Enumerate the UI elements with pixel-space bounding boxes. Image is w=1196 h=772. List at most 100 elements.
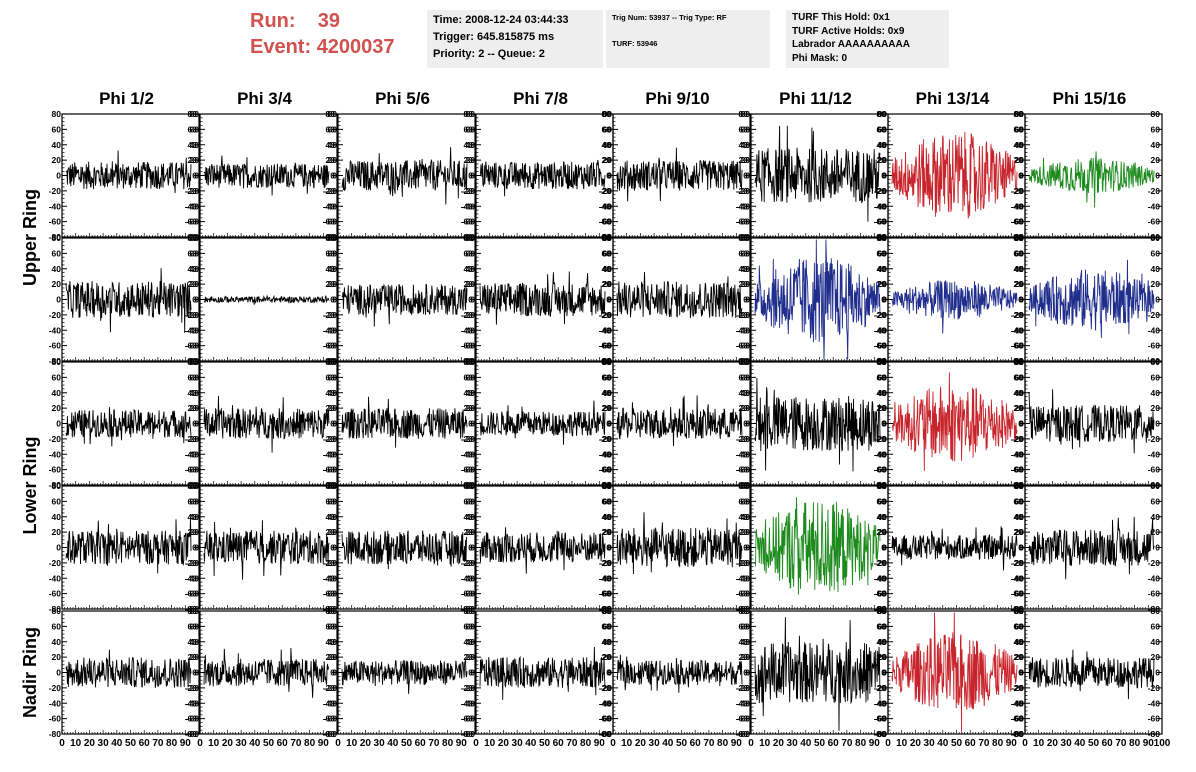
ytick-label-right: -60 [599,217,612,227]
ytick-label-left: 40 [1015,388,1025,398]
ytick-label-left: -20 [738,186,751,196]
ytick-label-right: 20 [1014,403,1024,413]
xtick-label: 70 [566,738,578,749]
ytick-label-left: 20 [878,527,888,537]
ytick-label-left: -20 [738,310,751,320]
ytick-label-left: -80 [600,729,613,739]
ytick-label-right: -40 [599,325,612,335]
waveform-r1-c8 [1028,151,1155,208]
time-info-panel: Time: 2008-12-24 03:44:33 Trigger: 645.8… [427,10,603,68]
xtick-label: 60 [139,738,151,749]
ytick-label-left: 80 [741,481,751,491]
ytick-label-right: 0 [468,668,473,678]
ytick-label-right: 40 [1014,388,1024,398]
ytick-label-right: -40 [185,449,198,459]
xtick-label: 50 [1088,738,1100,749]
column-title-8: Phi 15/16 [1053,89,1127,108]
xtick-label: 90 [731,738,743,749]
ytick-label-right: 80 [464,109,474,119]
ytick-label-left: 20 [52,279,62,289]
ytick-label-left: 80 [328,606,338,616]
panel-frame-r1-c1 [61,113,200,238]
ytick-label-left: 20 [603,403,613,413]
ytick-label-left: 0 [56,668,61,678]
phi-mask-text: Phi Mask: 0 [792,52,848,64]
ytick-label-right: 40 [602,637,612,647]
ytick-label-left: 80 [52,109,62,119]
waveform-r1-c6 [754,125,881,222]
ytick-label-left: -80 [1012,232,1025,242]
ytick-label-right: 40 [326,637,336,647]
ytick-label-right: -60 [461,589,474,599]
ytick-label-left: -80 [187,480,200,490]
ytick-label-left: 60 [603,621,613,631]
xtick-label: 70 [152,738,164,749]
ytick-label-right: -20 [874,558,887,568]
ytick-label-right: 40 [602,140,612,150]
ytick-label-left: 40 [328,512,338,522]
ytick-label-right: 60 [1014,621,1024,631]
ytick-label-right: -60 [461,341,474,351]
xtick-label: 10 [896,738,908,749]
ytick-label-left: -20 [738,683,751,693]
ytick-label-right: 40 [188,512,198,522]
ytick-label-left: -80 [600,356,613,366]
ytick-label-left: 0 [470,295,475,305]
ytick-label-right: -60 [1011,341,1024,351]
ytick-label-left: -40 [325,573,338,583]
ytick-label-right: 40 [326,512,336,522]
xtick-label: 20 [1047,738,1059,749]
xtick-label: 90 [1143,738,1155,749]
ytick-label-left: 40 [52,637,62,647]
ytick-label-left: -20 [49,434,62,444]
ytick-label-right: -60 [323,589,336,599]
ytick-label-right: 0 [192,543,197,553]
ytick-label-left: -40 [187,449,200,459]
ytick-label-left: 80 [52,606,62,616]
ytick-label-right: -40 [599,449,612,459]
column-title-3: Phi 5/6 [375,89,430,108]
ytick-label-right: -20 [736,186,749,196]
waveform-r1-c7 [891,131,1018,219]
ytick-label-right: 0 [192,295,197,305]
ytick-label-right: 40 [1014,637,1024,647]
ytick-label-left: 0 [607,171,612,181]
ytick-label-left: -60 [1012,714,1025,724]
ytick-label-left: 20 [1015,279,1025,289]
ytick-label-left: -80 [738,480,751,490]
waveform-r3-c7 [892,372,1018,472]
ytick-label-left: 40 [466,264,476,274]
ytick-label-left: -20 [875,310,888,320]
waveform-r4-c3 [341,530,468,570]
trigger-text: Trigger: 645.815875 ms [433,31,555,43]
ytick-label-right: -40 [185,698,198,708]
ytick-label-left: -20 [600,558,613,568]
ytick-label-left: 60 [741,248,751,258]
ytick-label-right: 0 [330,295,335,305]
ytick-label-left: 80 [328,233,338,243]
ytick-label-right: 0 [881,419,886,429]
ytick-label-right: 0 [606,543,611,553]
ytick-label-right: -40 [461,325,474,335]
ytick-label-left: 20 [190,527,200,537]
ytick-label-right: -60 [185,714,198,724]
waveform-r5-c7 [891,612,1018,733]
ytick-label-right: -20 [323,310,336,320]
ytick-label-right: 80 [464,481,474,491]
ytick-label-right: 60 [188,621,198,631]
ytick-label-right: -40 [185,201,198,211]
ytick-label-left: 40 [1015,264,1025,274]
ytick-label-right: 0 [1155,668,1160,678]
ytick-label-left: -60 [463,217,476,227]
ytick-label-left: -80 [463,232,476,242]
ytick-label-right: 60 [1014,372,1024,382]
ytick-label-left: 60 [741,621,751,631]
ytick-label-left: 60 [466,124,476,134]
ytick-label-left: 40 [466,388,476,398]
ytick-label-left: -80 [187,729,200,739]
ytick-label-right: 80 [602,606,612,616]
ytick-label-right: 60 [739,124,749,134]
ytick-label-right: -60 [185,217,198,227]
ytick-label-right: 80 [188,109,198,119]
xtick-label: 0 [1022,738,1028,749]
